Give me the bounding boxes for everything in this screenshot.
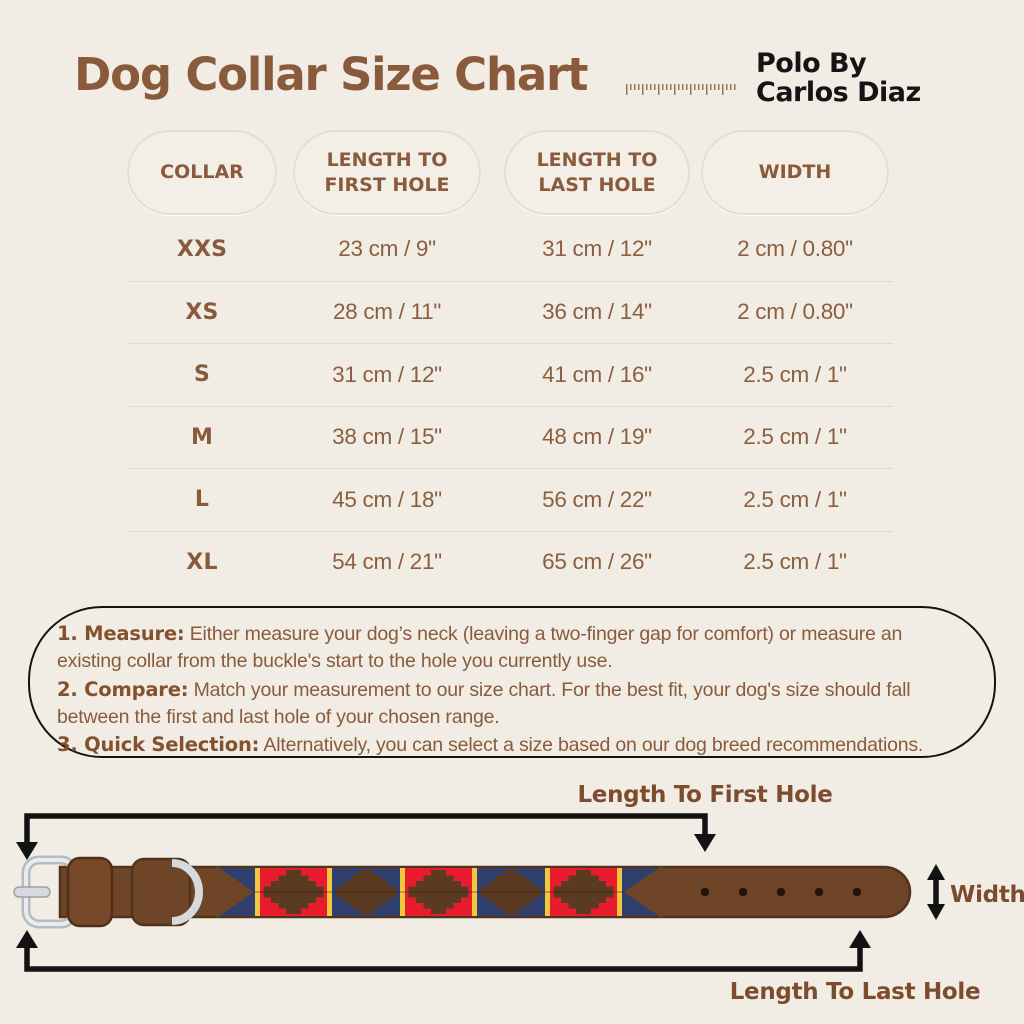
label-length-to-first-hole: Length To First Hole [577, 782, 833, 808]
width-arrow [927, 864, 945, 920]
table-row: XS 28 cm / 11" 36 cm / 14" 2 cm / 0.80" [127, 280, 893, 344]
collar-illustration [13, 813, 945, 972]
table-row: M 38 cm / 15" 48 cm / 19" 2.5 cm / 1" [127, 405, 893, 469]
width-value: 2.5 cm / 1" [743, 549, 847, 575]
collar-pattern [216, 866, 662, 918]
width-value: 2 cm / 0.80" [737, 299, 853, 325]
ruler-icon [626, 84, 738, 97]
instruction-measure: 1. Measure: Either measure your dog’s ne… [57, 620, 967, 676]
last-hole-dimension-line [16, 930, 871, 972]
collar-holes [700, 887, 862, 897]
last-hole-value: 48 cm / 19" [542, 424, 652, 450]
width-value: 2.5 cm / 1" [743, 361, 847, 387]
first-hole-value: 38 cm / 15" [332, 424, 442, 450]
first-hole-value: 45 cm / 18" [332, 486, 442, 512]
first-hole-value: 31 cm / 12" [332, 361, 442, 387]
last-hole-value: 41 cm / 16" [542, 361, 652, 387]
size-label: XXS [176, 236, 228, 262]
collar-keeper [130, 857, 192, 927]
first-hole-value: 23 cm / 9" [338, 236, 436, 262]
table-row: L 45 cm / 18" 56 cm / 22" 2.5 cm / 1" [127, 468, 893, 531]
first-hole-value: 54 cm / 21" [332, 549, 442, 575]
brand-line-1: Polo By [756, 48, 867, 79]
last-hole-value: 36 cm / 14" [542, 299, 652, 325]
first-hole-dimension-line [16, 813, 716, 860]
brand-logo: Polo By Carlos Diaz [756, 48, 921, 108]
first-hole-value: 28 cm / 11" [332, 299, 442, 325]
table-row: XXS 23 cm / 9" 31 cm / 12" 2 cm / 0.80" [127, 218, 893, 281]
instruction-label: 1. Measure: [57, 622, 185, 645]
ruler-tall-ticks [626, 84, 738, 95]
header-length-first-hole: LENGTH TO FIRST HOLE [293, 130, 481, 215]
width-value: 2.5 cm / 1" [743, 424, 847, 450]
size-table: COLLAR LENGTH TO FIRST HOLE LENGTH TO LA… [127, 130, 893, 593]
instruction-quick-selection: 3. Quick Selection: Alternatively, you c… [57, 731, 967, 759]
instruction-text: Either measure your dog’s neck (leaving … [57, 623, 903, 673]
instructions-box: 1. Measure: Either measure your dog’s ne… [28, 606, 996, 758]
table-row: XL 54 cm / 21" 65 cm / 26" 2.5 cm / 1" [127, 530, 893, 594]
instruction-compare: 2. Compare: Match your measurement to ou… [57, 676, 967, 732]
label-width: Width [950, 882, 1024, 908]
size-label: XS [185, 299, 219, 325]
last-hole-value: 31 cm / 12" [542, 236, 652, 262]
brand-line-2: Carlos Diaz [756, 76, 921, 108]
width-value: 2.5 cm / 1" [743, 486, 847, 512]
collar-d-ring [171, 859, 203, 925]
header-length-last-hole: LENGTH TO LAST HOLE [504, 130, 690, 215]
page-title: Dog Collar Size Chart [74, 48, 589, 101]
instruction-text: Match your measurement to our size chart… [57, 678, 911, 728]
collar-graphic [13, 855, 912, 929]
header-collar: COLLAR [127, 130, 277, 215]
label-length-to-last-hole: Length To Last Hole [729, 979, 981, 1005]
size-label: XL [186, 549, 218, 575]
table-row: S 31 cm / 12" 41 cm / 16" 2.5 cm / 1" [127, 343, 893, 406]
collar-fold [66, 856, 114, 928]
last-hole-value: 56 cm / 22" [542, 486, 652, 512]
instruction-label: 2. Compare: [57, 677, 189, 701]
header-width: WIDTH [701, 130, 889, 215]
collar-diagram: Length To First Hole Width Length To Las… [0, 780, 1024, 1024]
last-hole-value: 65 cm / 26" [542, 549, 652, 575]
size-label: S [193, 362, 211, 388]
size-label: M [190, 424, 214, 450]
width-value: 2 cm / 0.80" [737, 236, 853, 262]
size-table-header-row: COLLAR LENGTH TO FIRST HOLE LENGTH TO LA… [127, 130, 893, 215]
instruction-label: 3. Quick Selection: [57, 733, 260, 757]
instruction-text: Alternatively, you can select a size bas… [263, 734, 924, 757]
size-label: L [194, 487, 210, 513]
